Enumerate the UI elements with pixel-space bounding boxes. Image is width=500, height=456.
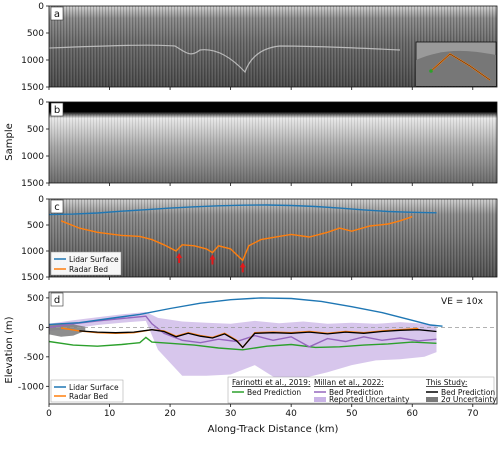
- axes-frame-a: [48, 5, 498, 88]
- y-tick-label-b-3: 1500: [21, 179, 44, 189]
- y-ticks-b: 0 500 1000 1500: [21, 98, 474, 189]
- y-tick-label-d-0: -1000: [18, 382, 44, 392]
- radargram-b-texture: [49, 114, 497, 183]
- x-tick-label-d-0: 0: [46, 409, 52, 419]
- legend-d-title-millan: Millan et al., 2022:: [314, 378, 384, 387]
- legend-d-label-millan-band: Reported Uncertainty: [329, 395, 410, 404]
- y-tick-label-c-1: 500: [27, 221, 44, 231]
- bed-arrow-1: [209, 254, 216, 265]
- axes-frame-d: [48, 291, 498, 405]
- x-tick-label-d-2: 20: [164, 409, 176, 419]
- legend-d-left: Lidar Surface Radar Bed: [50, 379, 124, 403]
- legend-d-label-this-band: 2σ Uncertainty: [441, 395, 497, 404]
- series-d-line-4: [79, 329, 437, 349]
- y-ticks-c: 0 500 1000 1500: [21, 195, 474, 283]
- panel-a: 0 500 1000 1500 a: [21, 2, 498, 93]
- series-d-line-2: [49, 336, 437, 351]
- series-c-line-0: [49, 204, 437, 216]
- x-tick-label-d-3: 30: [225, 409, 237, 419]
- series-d-line-0: [49, 297, 443, 327]
- y-ticks-d: -1000 -500 0 500: [18, 294, 49, 392]
- legend-d-title-farinotti: Farinotti et al., 2019:: [232, 378, 310, 387]
- panel-d: -1000 -500 0 500 0 10 20 30 40 50 60 70 d VE = 10x…: [4, 291, 498, 435]
- y-ticks-a: 0 500 1000 1500: [21, 2, 474, 93]
- legend-d-label-millan: Bed Prediction: [329, 388, 383, 397]
- x-ticks-d: 0 10 20 30 40 50 60 70: [46, 404, 479, 419]
- bed-arrow-0: [176, 253, 183, 263]
- vertical-exaggeration-note: VE = 10x: [441, 297, 484, 307]
- panel-label-a: a: [54, 9, 60, 20]
- y-tick-label-d-3: 500: [27, 294, 44, 304]
- panel-label-d: d: [54, 295, 60, 306]
- y-tick-label-d-2: 0: [38, 323, 44, 333]
- y-tick-label-c-3: 1500: [21, 273, 44, 283]
- legend-d-label-radar: Radar Bed: [69, 392, 108, 401]
- series-d: [49, 297, 443, 351]
- y-tick-label-a-0: 0: [38, 2, 44, 12]
- legend-c-label-lidar: Lidar Surface: [69, 255, 119, 264]
- bed-arrow-2: [239, 262, 246, 273]
- inset-map: [415, 41, 497, 87]
- x-tick-label-d-4: 40: [285, 409, 297, 419]
- panel-label-box-b: [50, 102, 64, 117]
- x-tick-label-d-1: 10: [104, 409, 116, 419]
- axes-frame-b: [48, 101, 498, 184]
- legend-d-label-farinotti: Bed Prediction: [247, 388, 301, 397]
- y-tick-label-a-3: 1500: [21, 83, 44, 93]
- legend-d-right: Farinotti et al., 2019: Bed Prediction M…: [227, 376, 497, 404]
- x-tick-label-d-6: 60: [407, 409, 419, 419]
- panel-label-c: c: [54, 202, 60, 213]
- legend-d-title-this-study: This Study:: [425, 378, 467, 387]
- legend-d-swatch-millan-band: [314, 397, 326, 402]
- y-tick-label-c-0: 0: [38, 195, 44, 205]
- y-tick-label-a-1: 500: [27, 29, 44, 39]
- panel-label-box-a: [50, 6, 64, 21]
- y-axis-label-d: Elevation (m): [4, 316, 15, 383]
- y-tick-label-c-2: 1000: [21, 247, 44, 257]
- panel-label-b: b: [54, 105, 60, 116]
- y-tick-label-b-2: 1000: [21, 152, 44, 162]
- y-tick-label-a-2: 1000: [21, 56, 44, 66]
- legend-d-label-this-study: Bed Prediction: [441, 388, 495, 397]
- y-tick-label-d-1: -500: [24, 353, 45, 363]
- panel-b: 0 500 1000 1500 b Sample: [4, 98, 498, 189]
- x-tick-label-d-7: 70: [467, 409, 479, 419]
- radargram-a-bed-reflection: [48, 44, 401, 74]
- series-d-line-3: [49, 315, 437, 348]
- arrows-c: [176, 253, 246, 273]
- series-c-line-1: [60, 216, 413, 262]
- legend-c: Lidar Surface Radar Bed: [50, 251, 122, 276]
- y-tick-label-b-0: 0: [38, 98, 44, 108]
- y-axis-label-b: Sample: [4, 123, 15, 161]
- x-tick-label-d-5: 50: [346, 409, 358, 419]
- axes-frame-c: [48, 198, 498, 278]
- panel-label-box-c: [50, 199, 64, 214]
- series-c: [49, 204, 437, 262]
- legend-c-label-radar: Radar Bed: [69, 265, 108, 274]
- legend-d-label-lidar: Lidar Surface: [69, 383, 119, 392]
- panel-c: 0 500 1000 1500 c Lidar Surface Radar Bed: [21, 195, 498, 283]
- panel-label-box-d: [50, 292, 64, 307]
- band-d-0: [49, 312, 437, 381]
- y-tick-label-b-1: 500: [27, 125, 44, 135]
- x-axis-label-d: Along-Track Distance (km): [208, 424, 339, 435]
- legend-d-swatch-this-band: [426, 397, 438, 402]
